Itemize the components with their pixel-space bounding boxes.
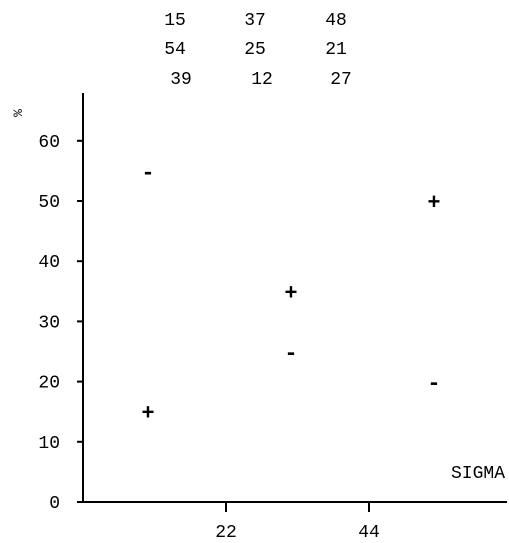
y-tick-label: 20 bbox=[38, 374, 60, 394]
axis-ticks: 0 10 20 30 40 50 60 22 44 bbox=[38, 133, 379, 543]
grid-number: 27 bbox=[330, 70, 352, 90]
data-point: + bbox=[427, 191, 440, 216]
y-tick-label: 30 bbox=[38, 313, 60, 333]
data-point: + bbox=[284, 281, 297, 306]
data-point: - bbox=[427, 372, 440, 397]
x-tick-label: 22 bbox=[215, 523, 237, 543]
grid-number: 39 bbox=[170, 70, 192, 90]
y-tick-label: 0 bbox=[49, 494, 60, 514]
data-point: - bbox=[284, 342, 297, 367]
y-tick-label: 10 bbox=[38, 434, 60, 454]
data-point: + bbox=[141, 402, 154, 427]
y-axis-label: % bbox=[11, 109, 26, 117]
grid-number: 25 bbox=[244, 40, 266, 60]
x-axis-label: SIGMA bbox=[451, 464, 505, 484]
grid-number: 21 bbox=[325, 40, 347, 60]
number-grid: 15 37 48 54 25 21 39 12 27 bbox=[164, 11, 352, 90]
grid-number: 48 bbox=[325, 11, 347, 31]
grid-number: 15 bbox=[164, 11, 186, 31]
data-points: + - + - + - bbox=[141, 161, 440, 427]
grid-number: 12 bbox=[251, 70, 273, 90]
grid-number: 37 bbox=[244, 11, 266, 31]
y-tick-label: 40 bbox=[38, 253, 60, 273]
x-tick-label: 44 bbox=[358, 523, 380, 543]
grid-number: 54 bbox=[164, 40, 186, 60]
y-tick-label: 50 bbox=[38, 193, 60, 213]
y-tick-label: 60 bbox=[38, 133, 60, 153]
data-point: - bbox=[141, 161, 154, 186]
